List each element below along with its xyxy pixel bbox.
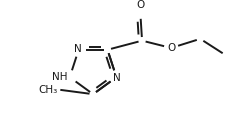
Text: O: O — [136, 0, 144, 10]
Text: N: N — [74, 44, 82, 54]
Text: O: O — [167, 43, 175, 53]
Text: NH: NH — [52, 72, 67, 82]
Text: N: N — [114, 73, 121, 83]
Text: CH₃: CH₃ — [38, 85, 58, 95]
